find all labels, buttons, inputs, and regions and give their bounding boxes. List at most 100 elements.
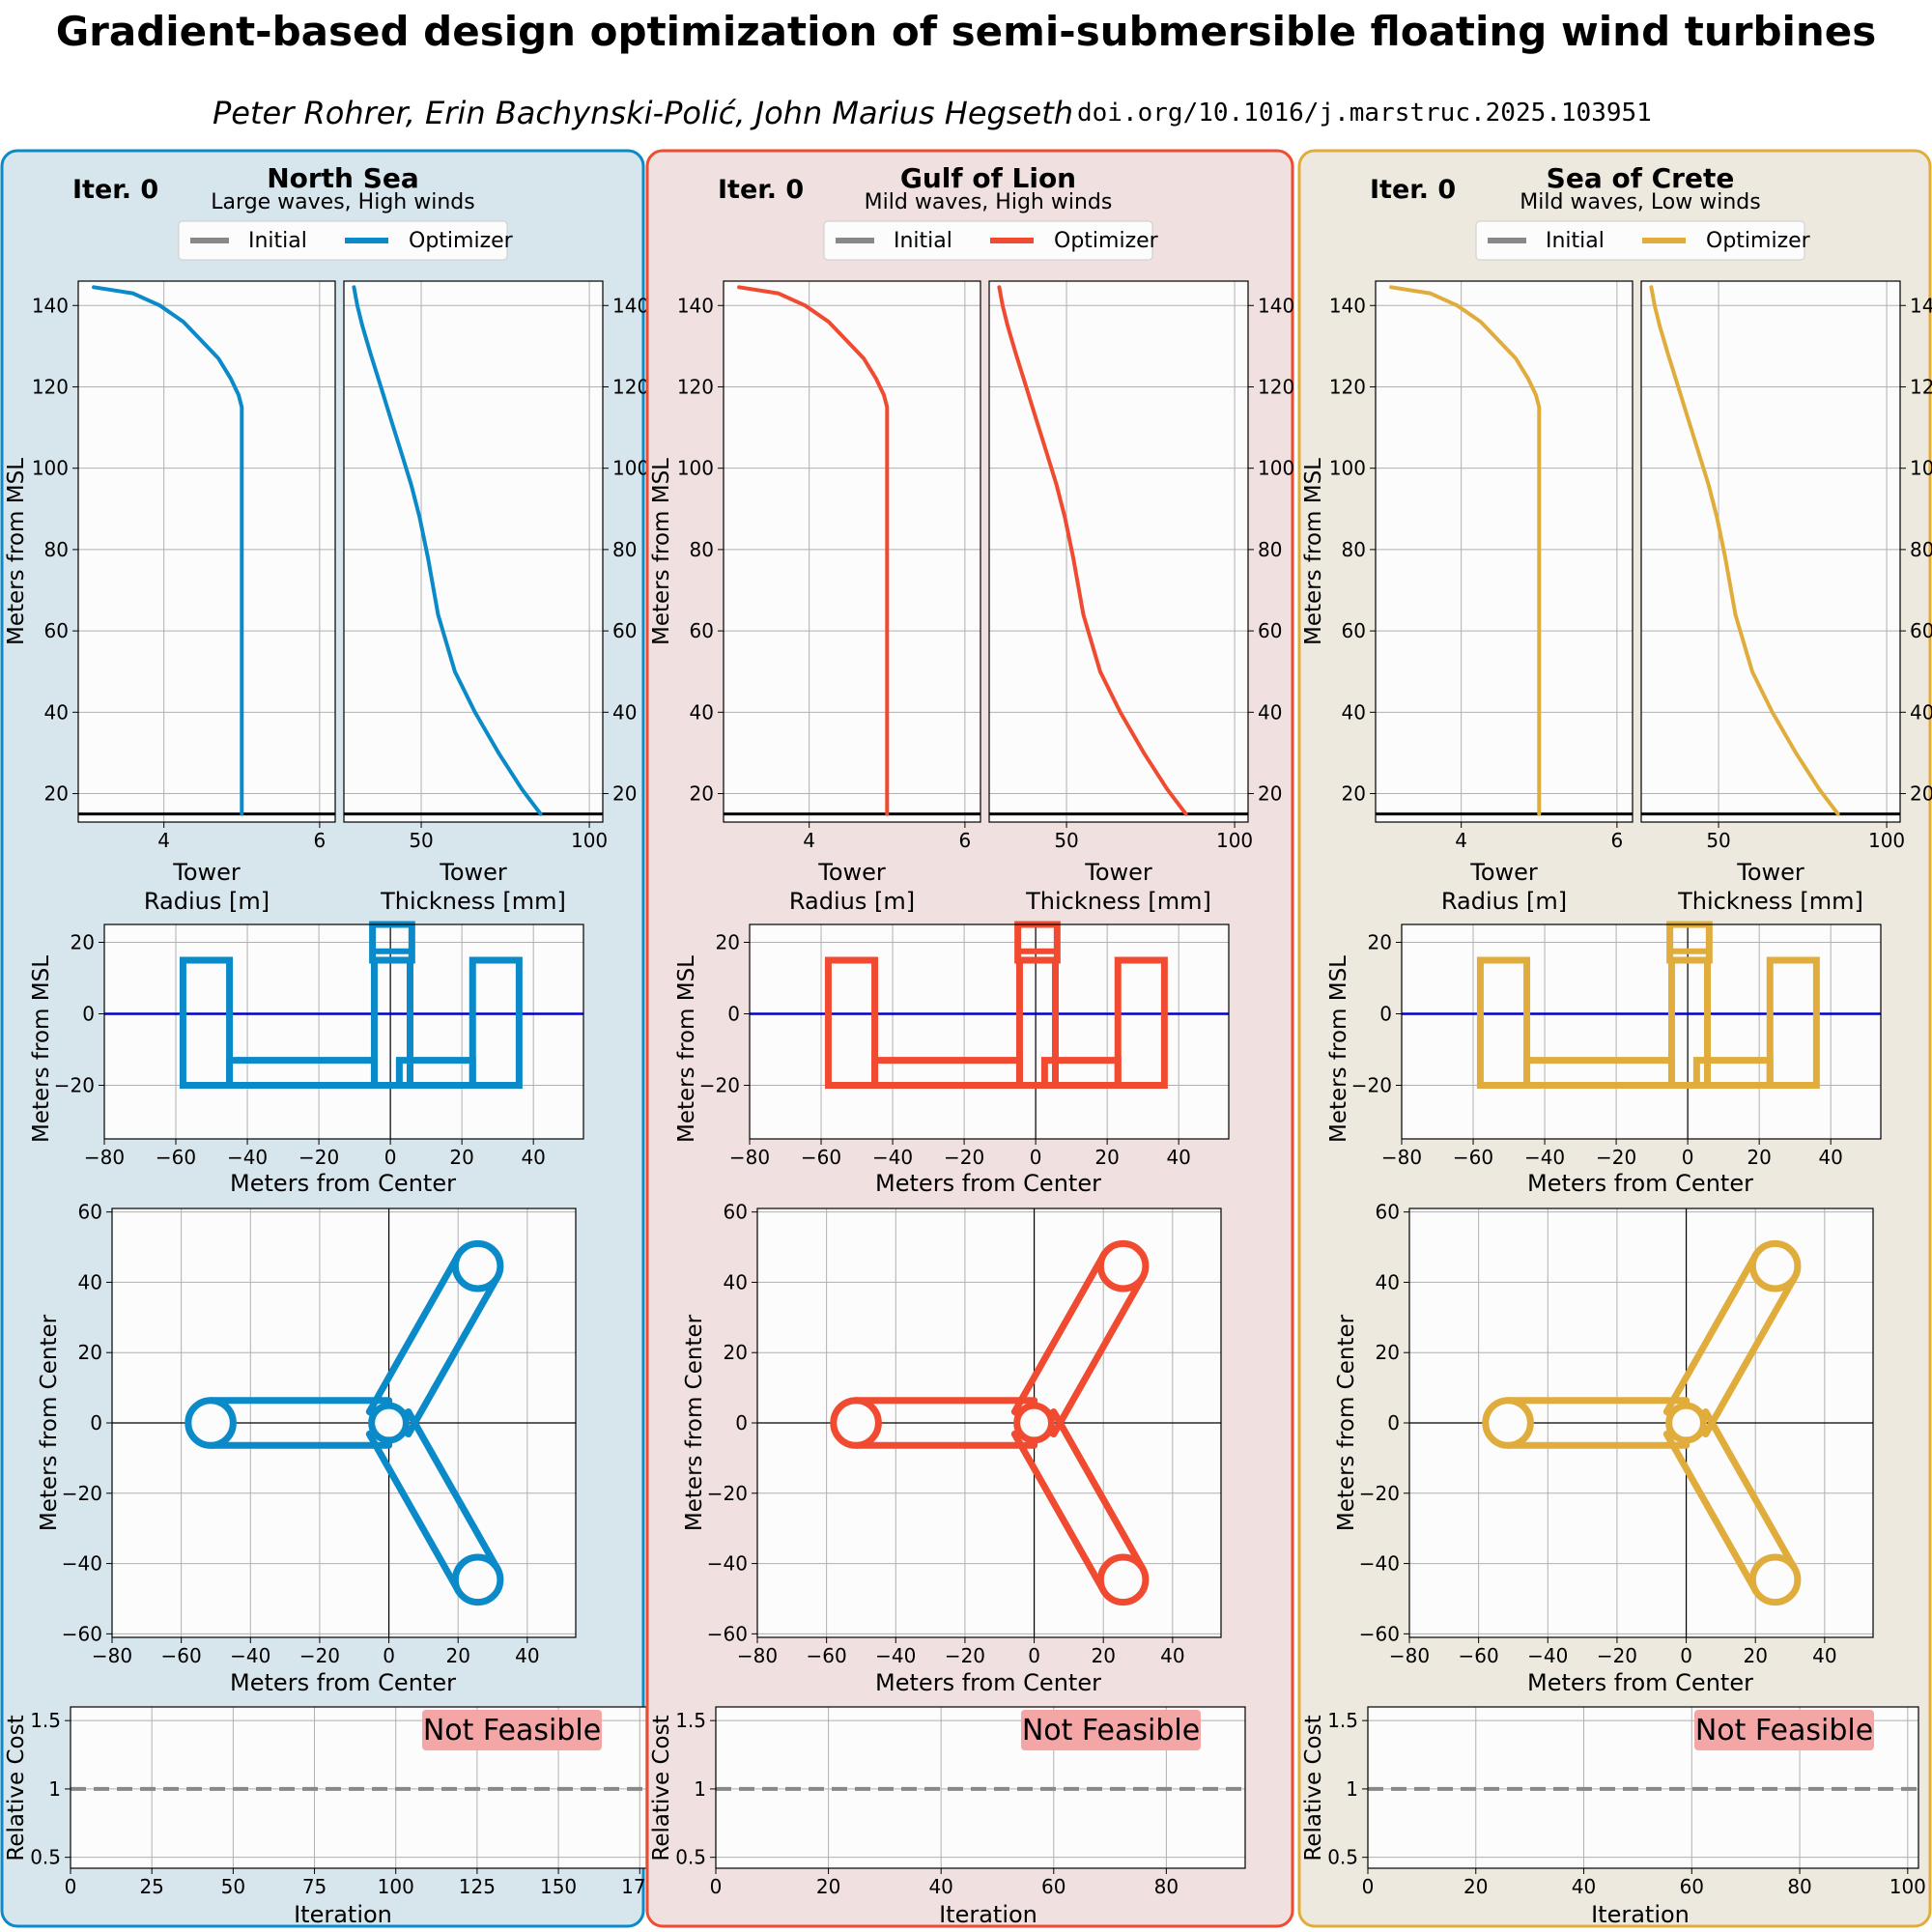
legend-optimizer-label: Optimizer	[1054, 229, 1159, 253]
radius-series-line	[92, 285, 244, 816]
right-column-outline	[1766, 956, 1820, 1089]
y-tick-label: 100	[1910, 457, 1932, 480]
y-axis-label: Meters from Center	[37, 1314, 62, 1531]
x-axis-label: Iteration	[939, 1901, 1037, 1928]
y-tick-label: −20	[1351, 1074, 1392, 1097]
y-tick-label: 1.5	[1327, 1709, 1358, 1732]
left-pontoon-outline	[871, 1057, 1023, 1089]
y-tick-label: 40	[44, 700, 69, 724]
x-tick-label: 0	[1362, 1875, 1375, 1898]
y-tick-label: 40	[1342, 700, 1366, 724]
x-tick-label: −40	[227, 1146, 268, 1169]
x-tick-label: 20	[1091, 1644, 1115, 1667]
y-tick-label: 20	[724, 1341, 748, 1364]
x-tick-label: 20	[1747, 1146, 1771, 1169]
y-tick-label: 0	[735, 1411, 748, 1435]
x-tick-label: 125	[459, 1875, 496, 1898]
y-tick-label: −20	[699, 1074, 740, 1097]
x-tick-label: −20	[1596, 1146, 1636, 1169]
x-axis-label: Meters from Center	[1527, 1669, 1753, 1696]
top-view-plot: −80 −60 −40 −20 0 20 40−60−40−200204060Meters …	[682, 1201, 1222, 1696]
x-tick-label: −20	[945, 1644, 985, 1667]
y-tick-label: 40	[1910, 700, 1932, 724]
status-badge	[1021, 1710, 1201, 1750]
plot-area	[1641, 281, 1900, 822]
x-axis-label: Tower	[1736, 859, 1804, 886]
y-tick-label: 1.5	[675, 1709, 706, 1732]
figure-title: Gradient-based design optimization of se…	[55, 8, 1877, 55]
side-view-plot: −80 −60 −40 −20 0 20 40 −20 0 20 Meters from MSL Me…	[1326, 921, 1882, 1197]
legend-initial-label: Initial	[248, 229, 307, 253]
y-tick-label: 0.5	[30, 1846, 61, 1869]
x-tick-label: −40	[230, 1644, 270, 1667]
x-tick-label: 50	[221, 1875, 245, 1898]
y-tick-label: 60	[724, 1201, 748, 1224]
x-tick-label: −60	[1453, 1146, 1493, 1169]
plot-area	[78, 281, 335, 822]
site-subtitle: Mild waves, High winds	[865, 190, 1113, 214]
left-pontoon-outline	[1523, 1057, 1675, 1089]
x-tick-label: 40	[515, 1644, 539, 1667]
x-tick-label: 0	[383, 1644, 395, 1667]
outer-column-circle	[451, 1553, 504, 1606]
legend-box	[178, 220, 508, 261]
x-tick-label: 60	[1041, 1875, 1065, 1898]
y-tick-label: 20	[1342, 782, 1366, 806]
y-tick-label: 140	[1910, 294, 1932, 317]
legend-initial-label: Initial	[1546, 229, 1605, 253]
y-tick-label: 140	[612, 294, 649, 317]
doi-link[interactable]: doi.org/10.1016/j.marstruc.2025.103951	[1077, 99, 1652, 128]
y-tick-label: 60	[1258, 619, 1282, 642]
status-badge-label: Not Feasible	[1022, 1714, 1200, 1747]
y-tick-label: 0.5	[675, 1846, 706, 1869]
y-tick-label: 140	[1258, 294, 1294, 317]
plot-frame	[749, 923, 1230, 1140]
side-view-plot: −80 −60 −40 −20 0 20 40 −20 0 20 Meters from MSL Me…	[674, 921, 1230, 1197]
x-tick-label: 0	[1680, 1644, 1692, 1667]
x-tick-label: 0	[1028, 1644, 1040, 1667]
plot-frame	[1367, 1706, 1919, 1869]
x-tick-label: −40	[1527, 1644, 1568, 1667]
plot-area	[989, 281, 1248, 822]
tower-radius-plot: 4 6 20 40 60 80 100 120 140 Meters from MSL TowerR…	[4, 280, 336, 915]
x-axis-label: Meters from Center	[875, 1669, 1101, 1696]
x-tick-label: 20	[1094, 1146, 1119, 1169]
y-tick-label: 40	[1258, 700, 1282, 724]
y-tick-label: 140	[32, 294, 69, 317]
plot-area	[724, 281, 980, 822]
x-axis-label: Tower	[172, 859, 241, 886]
right-pontoon-outline	[395, 1057, 476, 1089]
site-title: North Sea	[267, 162, 419, 194]
radius-series-line	[737, 285, 890, 816]
x-tick-label: 40	[1166, 1146, 1190, 1169]
x-tick-label: 4	[157, 829, 170, 852]
y-tick-label: 120	[612, 375, 649, 398]
y-tick-label: 60	[1910, 619, 1932, 642]
iteration-label: Iter. 0	[718, 175, 804, 205]
y-tick-label: 1	[694, 1777, 706, 1801]
y-tick-label: 60	[612, 619, 637, 642]
authors: Peter Rohrer, Erin Bachynski-Polić, John…	[213, 95, 1074, 131]
x-tick-label: −40	[875, 1644, 916, 1667]
y-tick-label: 0	[90, 1411, 102, 1435]
x-axis-label: Iteration	[1591, 1901, 1690, 1928]
iteration-label: Iter. 0	[1370, 175, 1456, 205]
x-tick-label: 6	[959, 829, 972, 852]
x-tick-label: −20	[299, 1644, 340, 1667]
y-tick-label: 80	[1258, 538, 1282, 561]
x-tick-label: 6	[1611, 829, 1624, 852]
y-tick-label: 100	[677, 457, 714, 480]
site-title: Sea of Crete	[1547, 162, 1735, 194]
y-tick-label: 1.5	[30, 1709, 61, 1732]
left-column-outline	[824, 956, 879, 1089]
legend-optimizer-label: Optimizer	[409, 229, 514, 253]
outer-column-circle	[1748, 1553, 1802, 1606]
site-title: Gulf of Lion	[900, 162, 1076, 194]
right-column-outline	[469, 956, 523, 1089]
y-tick-label: 100	[1329, 457, 1366, 480]
y-tick-label: 80	[690, 538, 714, 561]
cost-plot: 0 20 40 60 80 0.5 1 1.5 Not Feasible Relative Cos…	[649, 1706, 1246, 1928]
radius-series-line	[1389, 285, 1542, 816]
legend-box	[1475, 220, 1805, 261]
